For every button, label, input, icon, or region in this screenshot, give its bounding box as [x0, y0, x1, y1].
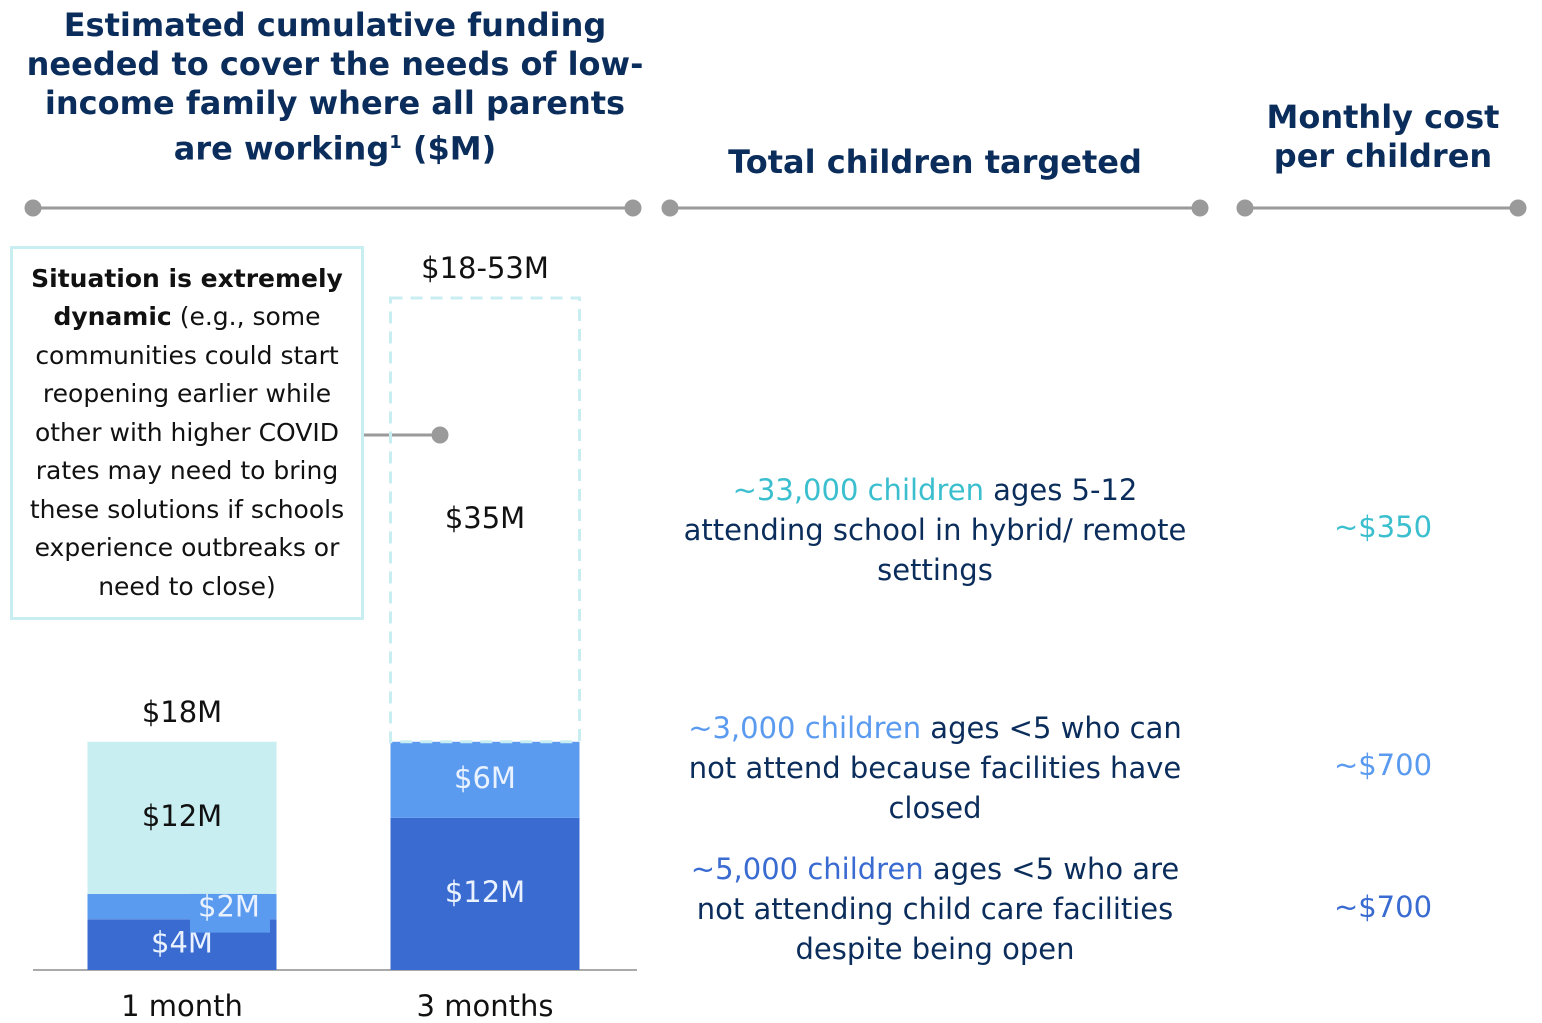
- highlight: ~5,000 children: [690, 852, 924, 886]
- cost: ~$700: [1333, 890, 1433, 924]
- value-label: $35M: [445, 501, 525, 535]
- annotation: Situation is extremely dynamic (e.g., so…: [13, 260, 361, 607]
- separators: [24, 199, 1527, 444]
- description: ages 5-12 attending school in hybrid/ re…: [683, 473, 1187, 587]
- row-text: ~3,000 children ages <5 who can not atte…: [665, 708, 1205, 828]
- column-header: Monthly cost per children: [1266, 98, 1500, 175]
- highlight: ~3,000 children: [688, 711, 922, 745]
- annotation-text: (e.g., some communities could start reop…: [29, 302, 345, 601]
- description: ages <5 who can not attend because facil…: [688, 711, 1182, 825]
- cost: ~$350: [1333, 510, 1433, 544]
- bar-segment: [389, 296, 581, 744]
- bar-segment: [87, 741, 277, 894]
- row-text: ~5,000 children ages <5 who are not atte…: [665, 849, 1205, 969]
- bar-segment: [390, 741, 580, 818]
- value-label: $12M: [142, 799, 222, 833]
- title-text: Estimated cumulative funding needed to c…: [26, 6, 644, 168]
- highlight: ~33,000 children: [732, 473, 984, 507]
- title-unit: ($M): [401, 129, 497, 168]
- chart-title: Estimated cumulative funding needed to c…: [20, 6, 650, 169]
- description: ages <5 who are not attending child care…: [696, 852, 1180, 966]
- row-text: ~33,000 children ages 5-12 attending sch…: [665, 470, 1205, 590]
- value-label: $12M: [445, 875, 525, 909]
- total-label: $18M: [142, 695, 222, 729]
- footnote-mark: 1: [389, 132, 402, 153]
- x-tick-label: 1 month: [121, 989, 243, 1023]
- x-tick-label: 3 months: [417, 989, 554, 1023]
- value-label: $2M: [198, 890, 260, 924]
- bar-segment: [390, 817, 580, 970]
- value-label: $6M: [454, 761, 516, 795]
- total-label: $18-53M: [421, 251, 549, 285]
- cost: ~$700: [1333, 748, 1433, 782]
- annotation-box: Situation is extremely dynamic (e.g., so…: [10, 246, 364, 620]
- column-header: Total children targeted: [728, 143, 1142, 181]
- annotation-bold: Situation is extremely dynamic: [31, 263, 343, 332]
